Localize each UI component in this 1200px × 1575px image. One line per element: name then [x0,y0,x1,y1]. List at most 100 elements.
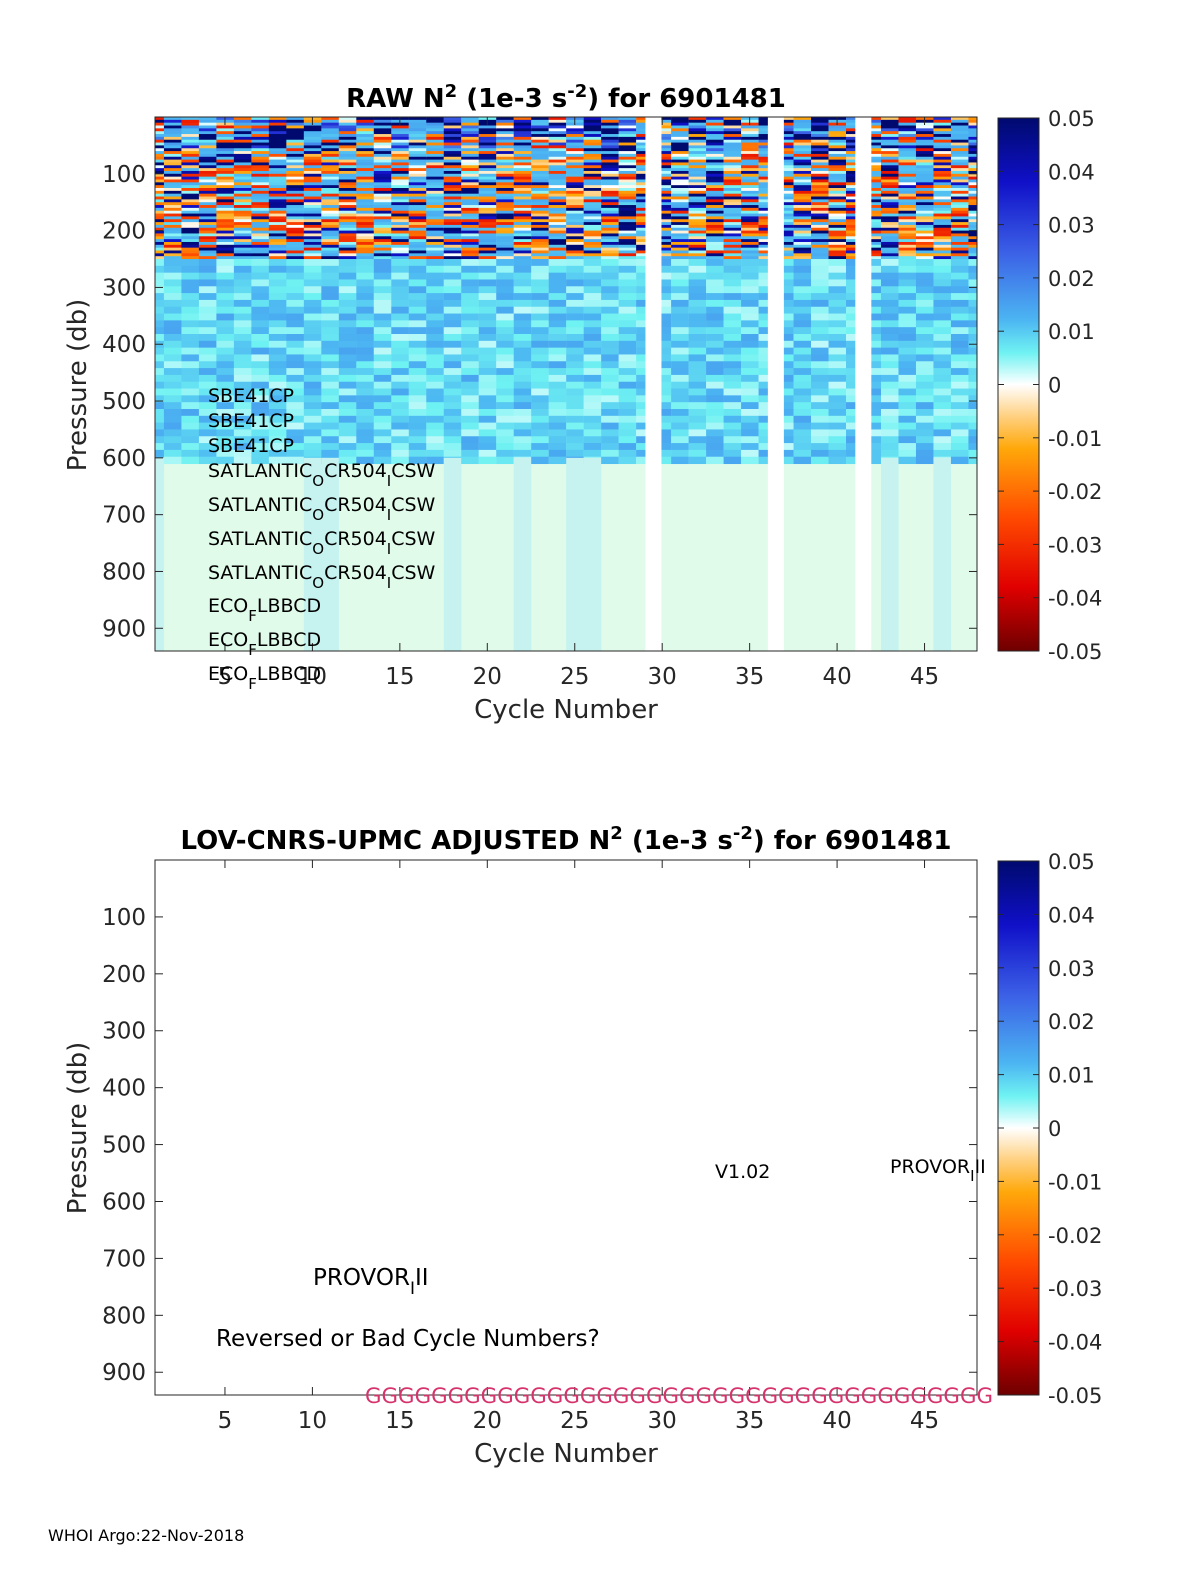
heat-cell [915,253,934,257]
heat-cell [391,244,409,249]
heat-cell [303,151,322,155]
heat-cell [741,313,759,321]
heat-cell [461,125,479,129]
heat-cell [155,188,165,192]
heat-cell [863,142,882,146]
heat-cell [915,139,934,144]
version-label: V1.02 [715,1161,770,1183]
heat-cell [443,313,462,321]
heat-cell [776,236,794,240]
heat-cell [443,151,462,155]
heat-cell [233,340,252,349]
heat-cell [968,429,977,437]
heat-cell [373,250,392,254]
heat-cell [338,153,357,158]
heat-cell [461,145,479,149]
adjusted-plot-area [154,859,978,1396]
heat-cell [181,230,200,234]
heat-cell [216,213,235,217]
heat-cell [846,134,864,138]
heat-cell [321,429,339,437]
heat-cell [706,443,724,451]
heat-cell [198,119,217,124]
heat-cell [268,159,287,163]
heat-cell [338,224,357,229]
heat-cell [846,233,864,237]
heat-cell [828,162,847,166]
heat-cell [828,239,847,243]
heat-cell [566,151,584,155]
heat-cell [426,320,444,328]
heat-cell [618,165,637,169]
heat-cell [898,162,917,166]
heat-cell [566,227,584,232]
heat-cell [706,306,724,315]
heat-cell [758,136,777,141]
heat-cell [478,415,497,424]
heat-cell [548,202,567,206]
heat-cell [408,279,427,287]
y-tick-label: 100 [102,162,146,188]
heat-cell [671,131,689,135]
heat-cell [391,241,409,246]
heat-cell [968,210,977,215]
heat-cell [618,176,637,180]
heat-cell [303,125,322,129]
heat-cell [356,230,374,234]
heat-cell [478,334,497,342]
heat-cell [741,368,759,376]
heat-cell [915,233,934,237]
heat-cell [671,244,689,249]
heat-cell [391,259,409,267]
heat-cell [356,227,374,232]
heat-cell [251,320,269,328]
heat-cell [846,313,864,321]
heat-cell [321,381,339,390]
heat-cell [155,148,165,152]
heat-cell [583,122,602,127]
heat-cell [513,247,532,251]
heat-cell [408,256,427,260]
heat-cell [671,170,689,175]
heat-cell [583,347,602,355]
heat-cell [216,422,235,430]
heat-cell [828,207,847,212]
heat-cell [898,247,917,251]
heat-cell [863,244,882,249]
heat-cell [741,210,759,215]
heat-cell [828,299,847,308]
heat-cell [968,244,977,249]
heat-cell [793,436,812,444]
heat-cell [181,117,200,121]
heat-cell [828,136,847,141]
heat-cell [356,244,374,249]
heat-cell [426,170,444,175]
heat-cell [513,165,532,169]
heat-cell [251,293,269,301]
heat-cell [880,145,899,149]
heat-cell [391,347,409,355]
heat-cell [828,196,847,200]
heat-cell [321,159,339,163]
heat-cell [373,148,392,152]
heat-cell [338,265,357,274]
heat-cell [216,205,235,209]
heat-cell [321,224,339,229]
heat-cell [950,202,969,206]
heat-cell [828,422,847,430]
heat-cell [155,334,165,342]
heat-cell [968,239,977,243]
heat-cell [163,247,182,251]
heat-cell [321,443,339,451]
heat-cell [461,213,479,217]
heat-cell [268,173,287,178]
heat-cell [601,196,619,200]
heat-cell [286,210,304,215]
heat-cell [758,193,777,198]
heat-cell [880,222,899,226]
heat-cell [513,151,532,155]
heat-cell [898,250,917,254]
heat-cell [408,259,427,267]
heat-cell [408,210,427,215]
